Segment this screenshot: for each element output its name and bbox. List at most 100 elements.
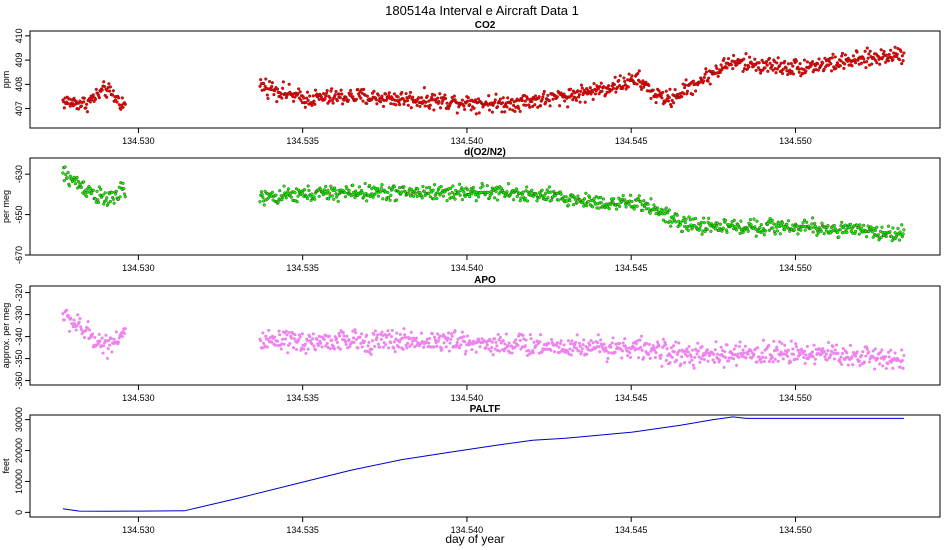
data-point [273,343,277,347]
data-point [402,327,406,331]
figure-title: 180514a Interval e Aircraft Data 1 [385,3,579,18]
data-point [489,349,493,353]
data-point [304,351,308,355]
data-point [638,80,642,84]
data-point [669,346,673,350]
data-point [376,333,380,337]
data-point [688,218,692,222]
data-point [352,340,356,344]
data-point [762,233,766,237]
data-point [328,347,332,351]
data-point [755,360,759,364]
data-point [558,342,562,346]
data-point [684,78,688,82]
data-point [380,330,384,334]
data-point [635,204,639,208]
data-point [392,340,396,344]
data-point [843,53,847,57]
data-point [596,87,600,91]
data-point [498,97,502,101]
data-point [569,353,573,357]
data-point [302,96,306,100]
data-point [482,339,486,343]
data-point [850,64,854,68]
data-point [886,59,891,63]
data-point [370,98,374,102]
data-point [662,208,666,212]
data-point [344,96,348,100]
data-point [840,351,845,356]
data-point [354,97,358,101]
data-point [591,97,595,101]
data-point [764,356,768,360]
data-point [380,183,384,187]
data-point [760,351,764,355]
data-point [78,316,82,321]
data-point [744,356,748,360]
panel-title: CO2 [475,20,496,31]
panel-title: APO [474,275,496,286]
data-point [900,54,904,58]
data-point [507,341,511,345]
data-point [379,100,383,104]
data-point [97,96,101,100]
data-point [737,355,741,359]
data-point [670,220,674,224]
data-point [683,361,687,365]
data-point [325,341,329,346]
data-point [495,105,500,109]
data-point [270,84,274,89]
data-point [801,351,805,355]
data-point [683,352,687,356]
data-point [267,79,272,84]
data-point [280,96,284,100]
data-point [305,90,310,94]
data-point [599,338,603,342]
data-point [66,102,70,106]
data-point [330,338,334,342]
data-point [82,335,86,340]
data-point [311,94,315,98]
data-point [723,349,727,354]
data-point [69,316,73,320]
data-point [444,345,448,349]
panel-title: PALTF [470,404,501,415]
data-point [494,189,498,194]
data-point [615,85,619,89]
data-point [454,188,458,192]
data-point [873,347,877,351]
data-point [104,333,108,337]
data-point [95,189,99,193]
data-point [772,59,777,64]
data-point [699,220,703,224]
data-point [455,340,459,344]
data-point [612,197,616,201]
data-point [445,199,449,203]
data-point [433,183,437,187]
data-point [465,334,470,338]
data-point [437,186,441,190]
data-point [771,360,775,364]
data-point [446,336,450,340]
data-point [107,338,111,342]
data-point [306,347,310,351]
data-point [494,340,498,344]
data-point [61,171,65,175]
data-point [495,198,500,202]
data-point [287,82,291,86]
data-point [427,106,432,110]
data-point [832,224,836,228]
y-tick-label: 20000 [14,438,24,463]
data-point [621,194,625,198]
data-point [376,93,380,97]
data-point [853,58,857,62]
data-point [884,53,888,57]
data-point [846,363,850,367]
data-point [811,355,815,359]
data-point [259,78,263,82]
data-point [265,93,269,97]
y-tick-label: -630 [14,165,24,183]
data-point [855,223,859,227]
data-point [506,182,511,186]
data-point [803,361,807,365]
